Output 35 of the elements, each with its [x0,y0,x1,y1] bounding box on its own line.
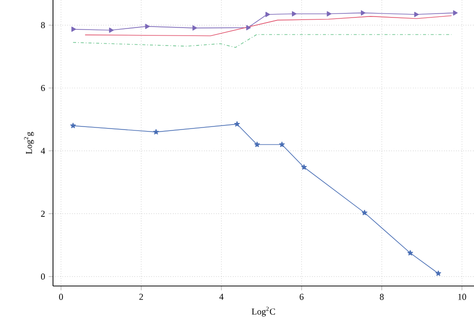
point [254,142,260,148]
point [109,28,114,33]
point [326,11,332,16]
point [407,250,414,256]
point [192,25,198,31]
y-tick-label: 4 [40,148,46,154]
line-series [84,15,452,36]
point [453,10,458,16]
y-tick-label: 6 [41,84,45,92]
y-axis-title: Log$^{2}$g [24,132,34,154]
point [145,24,150,29]
y-tick-label: 8 [41,22,45,28]
x-tick-label: 6 [300,294,304,300]
point [435,270,442,276]
point [292,11,297,16]
x-tick-label: 4 [219,294,224,300]
x-tick-label: 2 [139,294,143,300]
x-axis-title: Log$^{2}$C [252,306,276,316]
point [360,10,366,16]
y-tick-label: 0 [41,274,45,280]
line-series [72,34,452,48]
point [70,122,76,128]
point [246,25,251,30]
point [153,129,159,134]
x-tick-label: 8 [380,294,384,300]
x-tick-label: 0 [59,294,63,300]
point [362,210,368,216]
point [414,12,419,18]
point [234,121,240,127]
point [279,142,285,148]
point [71,26,76,32]
x-tick-label: 10 [458,294,466,300]
point [265,12,270,18]
point [301,164,307,170]
y-tick-label: 2 [41,210,45,217]
